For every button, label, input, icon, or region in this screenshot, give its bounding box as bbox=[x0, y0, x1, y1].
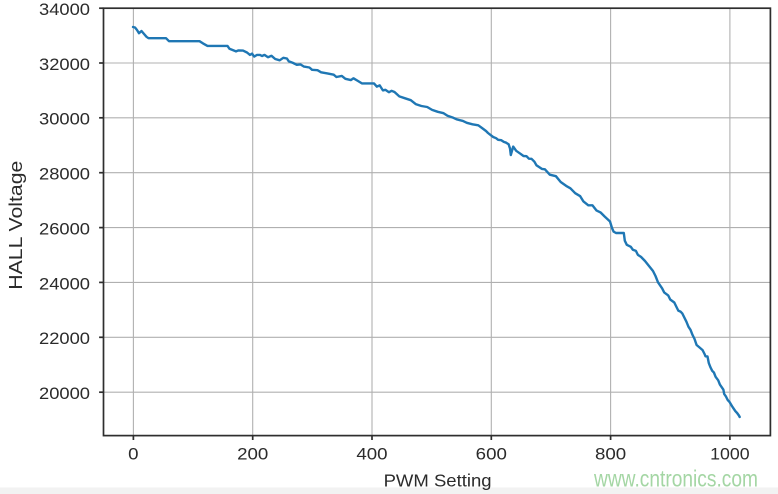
svg-text:34000: 34000 bbox=[39, 0, 90, 19]
svg-text:800: 800 bbox=[595, 445, 626, 464]
svg-text:30000: 30000 bbox=[39, 110, 90, 129]
svg-text:HALL Voltage: HALL Voltage bbox=[6, 161, 26, 290]
svg-text:www.cntronics.com: www.cntronics.com bbox=[593, 466, 758, 492]
svg-text:28000: 28000 bbox=[39, 165, 90, 184]
svg-text:400: 400 bbox=[356, 445, 387, 464]
svg-text:22000: 22000 bbox=[39, 329, 90, 348]
svg-text:600: 600 bbox=[476, 445, 507, 464]
svg-text:26000: 26000 bbox=[39, 220, 90, 239]
svg-text:0: 0 bbox=[128, 445, 138, 464]
svg-text:200: 200 bbox=[237, 445, 268, 464]
svg-text:24000: 24000 bbox=[39, 274, 90, 293]
svg-text:1000: 1000 bbox=[710, 445, 750, 464]
svg-text:32000: 32000 bbox=[39, 55, 90, 74]
svg-text:20000: 20000 bbox=[39, 384, 90, 403]
svg-text:PWM Setting: PWM Setting bbox=[384, 470, 492, 490]
